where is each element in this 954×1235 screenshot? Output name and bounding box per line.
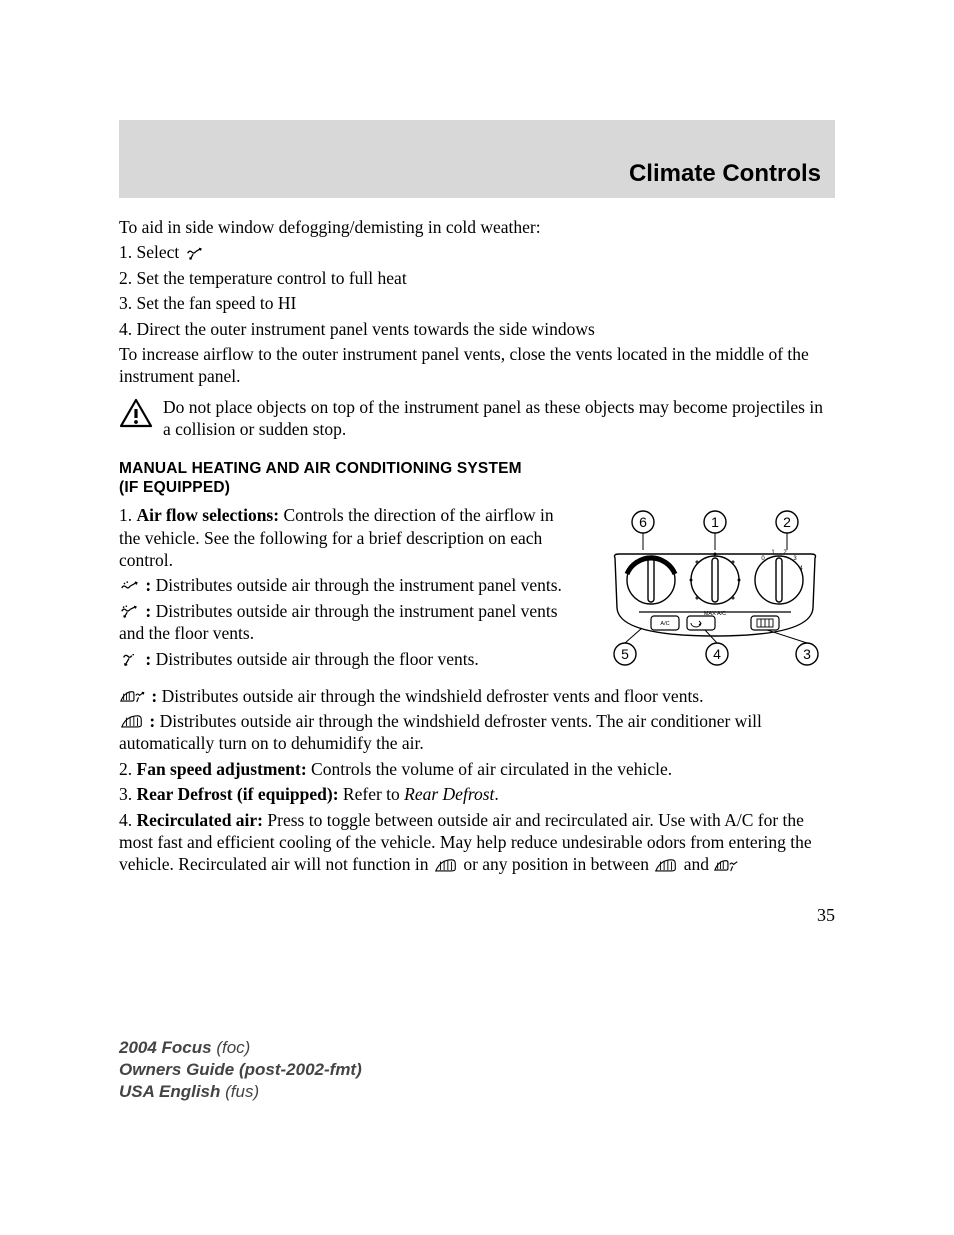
section-heading-line2: (IF EQUIPPED): [119, 478, 835, 498]
mode-def-floor-text: Distributes outside air through the wind…: [157, 686, 703, 706]
item-3-lead: 3.: [119, 784, 137, 804]
step-3: 3. Set the fan speed to HI: [119, 292, 835, 314]
item-3: 3. Rear Defrost (if equipped): Refer to …: [119, 783, 835, 805]
defrost-icon: [653, 856, 679, 872]
footer: 2004 Focus (foc) Owners Guide (post-2002…: [119, 1037, 835, 1103]
item-4-rest-c: and: [679, 854, 713, 874]
section-heading-line1: MANUAL HEATING AND AIR CONDITIONING SYST…: [119, 459, 835, 479]
mode-defrost: : Distributes outside air through the wi…: [119, 710, 835, 755]
warning-triangle-icon: [119, 398, 153, 428]
section-header-band: Climate Controls: [119, 120, 835, 198]
intro-after: To increase airflow to the outer instrum…: [119, 343, 835, 388]
step-1-prefix: 1. Select: [119, 242, 184, 262]
footer-line-1: 2004 Focus (foc): [119, 1037, 835, 1059]
panel-floor-vent-icon: [119, 603, 141, 619]
floor-vent-icon: [119, 651, 141, 667]
item-2-rest: Controls the volume of air circulated in…: [307, 759, 672, 779]
maxac-label: MAX A/C: [704, 611, 726, 617]
svg-text:2: 2: [783, 550, 787, 556]
item-2-lead: 2.: [119, 759, 137, 779]
mode-panel-floor-text: Distributes outside air through the inst…: [119, 601, 558, 643]
footer-line-3: USA English (fus): [119, 1081, 835, 1103]
panel-floor-vent-icon: [184, 244, 206, 260]
item-4-lead: 4.: [119, 810, 137, 830]
footer-line-1-bold: 2004 Focus: [119, 1038, 216, 1057]
item-2-bold: Fan speed adjustment:: [137, 759, 307, 779]
intro-line: To aid in side window defogging/demistin…: [119, 216, 835, 238]
item-4-rest-b: or any position in between: [459, 854, 653, 874]
footer-line-1-light: (foc): [216, 1038, 250, 1057]
footer-line-3-light: (fus): [225, 1082, 259, 1101]
item-3-rest-a: Refer to: [339, 784, 405, 804]
item-3-italic: Rear Defrost: [404, 784, 494, 804]
warning-callout: Do not place objects on top of the instr…: [119, 396, 835, 441]
footer-line-3-bold: USA English: [119, 1082, 225, 1101]
svg-text:3: 3: [793, 556, 797, 562]
step-2: 2. Set the temperature control to full h…: [119, 267, 835, 289]
item-1-bold: Air flow selections:: [137, 505, 280, 525]
item-2: 2. Fan speed adjustment: Controls the vo…: [119, 758, 835, 780]
svg-text:4: 4: [799, 566, 803, 572]
page-title: Climate Controls: [629, 160, 821, 188]
item-3-bold: Rear Defrost (if equipped):: [137, 784, 339, 804]
callout-3: 3: [803, 646, 811, 662]
callout-2: 2: [783, 514, 791, 530]
defrost-floor-icon: [119, 688, 147, 704]
callout-6: 6: [639, 514, 647, 530]
step-1: 1. Select: [119, 241, 835, 263]
mode-floor-text: Distributes outside air through the floo…: [151, 649, 479, 669]
defrost-icon: [119, 713, 145, 729]
mode-defrost-text: Distributes outside air through the wind…: [119, 711, 762, 753]
item-3-rest-b: .: [494, 784, 498, 804]
mode-panel-text: Distributes outside air through the inst…: [151, 575, 562, 595]
hvac-control-diagram: 6 1 2 5 4 3: [595, 508, 835, 673]
step-4: 4. Direct the outer instrument panel ven…: [119, 318, 835, 340]
callout-5: 5: [621, 646, 629, 662]
item-4: 4. Recirculated air: Press to toggle bet…: [119, 809, 835, 876]
defrost-icon: [433, 856, 459, 872]
item-1-lead: 1.: [119, 505, 137, 525]
footer-line-2: Owners Guide (post-2002-fmt): [119, 1059, 835, 1081]
defrost-floor-icon: [713, 856, 741, 872]
mode-def-floor: : Distributes outside air through the wi…: [119, 685, 835, 707]
panel-vent-icon: [119, 577, 141, 593]
svg-text:1: 1: [771, 550, 775, 556]
ac-button-label: A/C: [660, 621, 669, 627]
callout-1: 1: [711, 514, 719, 530]
item-4-bold: Recirculated air:: [137, 810, 264, 830]
warning-text: Do not place objects on top of the instr…: [163, 396, 835, 441]
callout-4: 4: [713, 646, 721, 662]
section-heading: MANUAL HEATING AND AIR CONDITIONING SYST…: [119, 459, 835, 499]
page-number: 35: [119, 904, 835, 927]
